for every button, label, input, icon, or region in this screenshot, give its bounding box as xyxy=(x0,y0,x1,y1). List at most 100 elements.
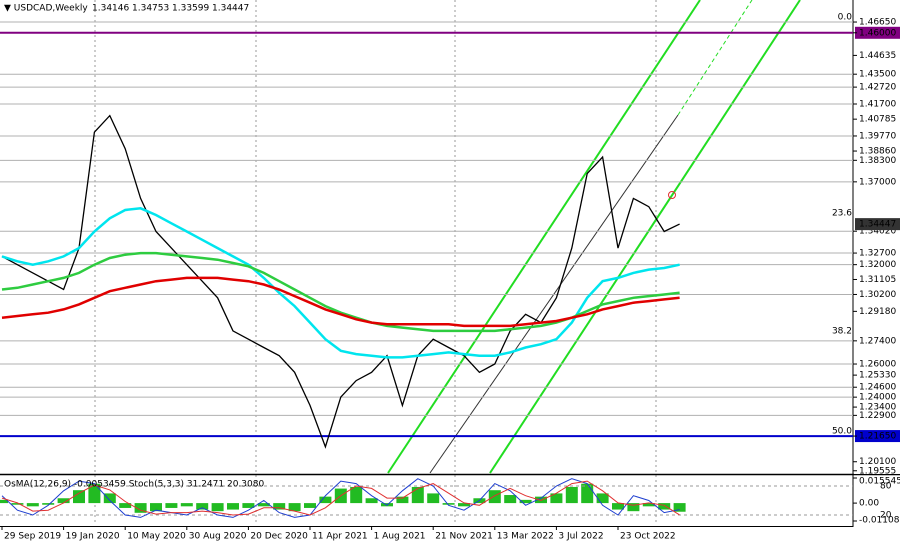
osma-bar xyxy=(88,483,101,504)
last-price-box xyxy=(855,218,900,231)
y-tick-label: 1.38300 xyxy=(859,156,896,166)
y-tick-label: 1.34020 xyxy=(859,227,896,237)
osma-bar xyxy=(658,503,671,510)
osma-bar xyxy=(365,498,378,504)
osma-bar xyxy=(596,493,609,504)
osma-bar xyxy=(319,496,332,504)
osma-bar xyxy=(26,503,39,507)
y2-tick-label: 80 xyxy=(880,481,892,491)
osma-bar xyxy=(119,503,132,508)
chart-title: ▼ USDCAD,Weekly xyxy=(4,4,88,14)
y-tick-label: 1.24000 xyxy=(859,393,896,403)
osma-bar xyxy=(103,493,116,504)
y-tick-label: 1.19555 xyxy=(859,466,896,476)
osma-bar xyxy=(180,503,193,507)
y-tick-label: 1.26000 xyxy=(859,360,896,370)
y-tick-label: 1.25330 xyxy=(859,371,896,381)
osma-bar xyxy=(288,503,301,512)
osma-bar xyxy=(0,499,8,504)
y-tick-label: 1.23400 xyxy=(859,403,896,413)
header-value: 1.34146 xyxy=(92,4,129,14)
last-price-label: 1.34447 xyxy=(859,220,896,230)
osma-bar xyxy=(211,503,224,512)
header-value: 1.34447 xyxy=(212,4,249,14)
y-tick-label: 1.21650 xyxy=(859,432,896,442)
osma-bar xyxy=(304,503,316,508)
y-tick-label: 1.24600 xyxy=(859,383,896,393)
channel-line xyxy=(489,0,801,474)
osma-bar xyxy=(535,496,547,504)
osma-bar xyxy=(519,499,532,504)
price-line xyxy=(1,114,680,449)
osma-bar xyxy=(11,503,24,505)
osma-bar xyxy=(134,503,147,513)
y-tick-label: 1.38860 xyxy=(859,147,896,157)
osma-bar xyxy=(257,503,270,507)
osma-bar xyxy=(196,503,209,510)
trend-extension xyxy=(677,0,753,116)
y-tick-label: 1.31105 xyxy=(859,275,896,285)
y-tick-label: 1.43500 xyxy=(859,70,896,80)
osma-bar xyxy=(612,503,624,510)
fib-label: 38.2 xyxy=(832,327,852,337)
osma-bar xyxy=(150,503,162,512)
indicator-label: OsMA(12,26,9) -0.0053459 Stoch(5,3,3) 31… xyxy=(4,480,264,490)
osma-bar xyxy=(73,490,85,504)
y-tick-label: 1.30200 xyxy=(859,290,896,300)
price-axis-bg xyxy=(854,0,900,474)
x-tick-label: 29 Sep 2019 xyxy=(4,532,61,542)
fib-label: 23.6 xyxy=(832,209,852,219)
y-tick-label: 1.37000 xyxy=(859,177,896,187)
y-tick-label: 1.27400 xyxy=(859,336,896,346)
y-tick-label: 1.46000 xyxy=(859,28,896,38)
x-tick-label: 23 Oct 2022 xyxy=(620,532,676,542)
signal-marker xyxy=(668,191,676,199)
osma-bar xyxy=(581,483,594,504)
y-tick-label: 1.32700 xyxy=(859,249,896,259)
x-tick-label: 11 Apr 2021 xyxy=(312,532,368,542)
channel-line xyxy=(387,0,701,474)
moving-average xyxy=(1,276,680,328)
price-label-box xyxy=(855,26,900,39)
osma-bar xyxy=(57,498,70,504)
osma-tick-label: 0.00 xyxy=(859,499,879,509)
osma-bar xyxy=(396,496,409,504)
osma-bar xyxy=(550,493,563,504)
osma-bar xyxy=(458,503,470,507)
osma-bar xyxy=(488,490,501,504)
osma-bar xyxy=(627,503,640,512)
osma-bar xyxy=(242,503,255,508)
y-tick-label: 1.40785 xyxy=(859,115,896,125)
y-tick-label: 1.39770 xyxy=(859,131,896,141)
header-value: 1.33599 xyxy=(172,4,209,14)
y-tick-label: 1.44635 xyxy=(859,51,896,61)
osma-bar xyxy=(165,503,178,508)
osma-bar xyxy=(442,503,455,505)
osma-bar xyxy=(673,503,686,512)
stoch-main xyxy=(1,478,680,518)
osma-tick-label: 0.0155457 xyxy=(859,477,900,487)
osma-bar xyxy=(427,493,440,504)
osma-bar xyxy=(411,486,424,504)
y2-tick-label: 20 xyxy=(880,511,892,521)
fib-label: 0.0 xyxy=(838,13,853,23)
y-tick-label: 1.46650 xyxy=(859,18,896,28)
osma-bar xyxy=(642,503,655,507)
y-tick-label: 1.32000 xyxy=(859,260,896,270)
x-tick-label: 21 Nov 2021 xyxy=(435,532,493,542)
osma-bar xyxy=(504,495,517,504)
osma-bar xyxy=(273,503,286,510)
x-tick-label: 10 May 2020 xyxy=(127,532,186,542)
fib-label: 50.0 xyxy=(832,427,852,437)
y-tick-label: 1.29180 xyxy=(859,307,896,317)
y-tick-label: 1.22900 xyxy=(859,411,896,421)
y-tick-label: 1.42720 xyxy=(859,83,896,93)
x-tick-label: 30 Aug 2020 xyxy=(189,532,247,542)
header-value: 1.34753 xyxy=(132,4,169,14)
moving-average xyxy=(1,207,680,359)
stoch-signal xyxy=(1,480,680,516)
x-tick-label: 13 Mar 2022 xyxy=(497,532,554,542)
